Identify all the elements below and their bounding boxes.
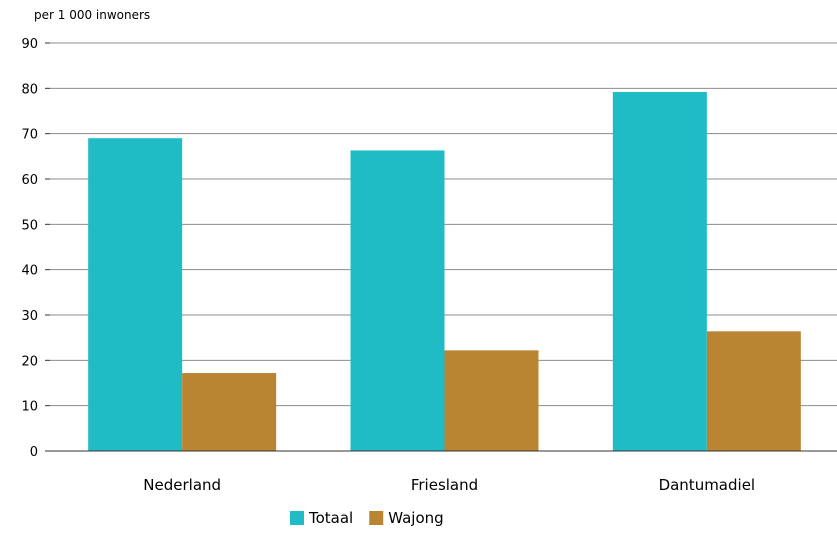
legend-label-totaal: Totaal	[308, 509, 353, 527]
y-tick-label: 90	[21, 37, 38, 52]
legend-swatch-wajong	[369, 511, 384, 525]
bar-totaal-dantumadiel	[612, 91, 707, 452]
bar-totaal-friesland	[350, 150, 445, 451]
bar-wajong-dantumadiel	[706, 331, 801, 451]
bar-wajong-friesland	[444, 350, 539, 451]
bar-wajong-nederland	[182, 373, 277, 451]
y-tick-label: 30	[21, 309, 38, 324]
y-tick-label: 70	[21, 128, 38, 143]
y-tick-label: 80	[21, 82, 38, 97]
y-unit-label: per 1 000 inwoners	[34, 8, 150, 22]
y-tick-label: 20	[21, 354, 38, 369]
y-tick-label: 50	[21, 218, 38, 233]
legend: Totaal Wajong	[290, 509, 444, 527]
y-axis-ticks: 0 10 20 30 40 50 60 70 80 90	[21, 37, 50, 460]
bars	[88, 91, 801, 452]
x-axis-categories: Nederland Friesland Dantumadiel	[143, 476, 755, 494]
bar-totaal-nederland	[88, 138, 183, 451]
x-category-label: Dantumadiel	[659, 476, 756, 494]
y-tick-label: 0	[30, 445, 38, 460]
legend-swatch-totaal	[290, 511, 304, 525]
x-category-label: Nederland	[143, 476, 221, 494]
y-tick-label: 10	[21, 400, 38, 415]
y-tick-label: 60	[21, 173, 38, 188]
y-tick-label: 40	[21, 264, 38, 279]
x-category-label: Friesland	[411, 476, 478, 494]
legend-label-wajong: Wajong	[388, 509, 443, 527]
